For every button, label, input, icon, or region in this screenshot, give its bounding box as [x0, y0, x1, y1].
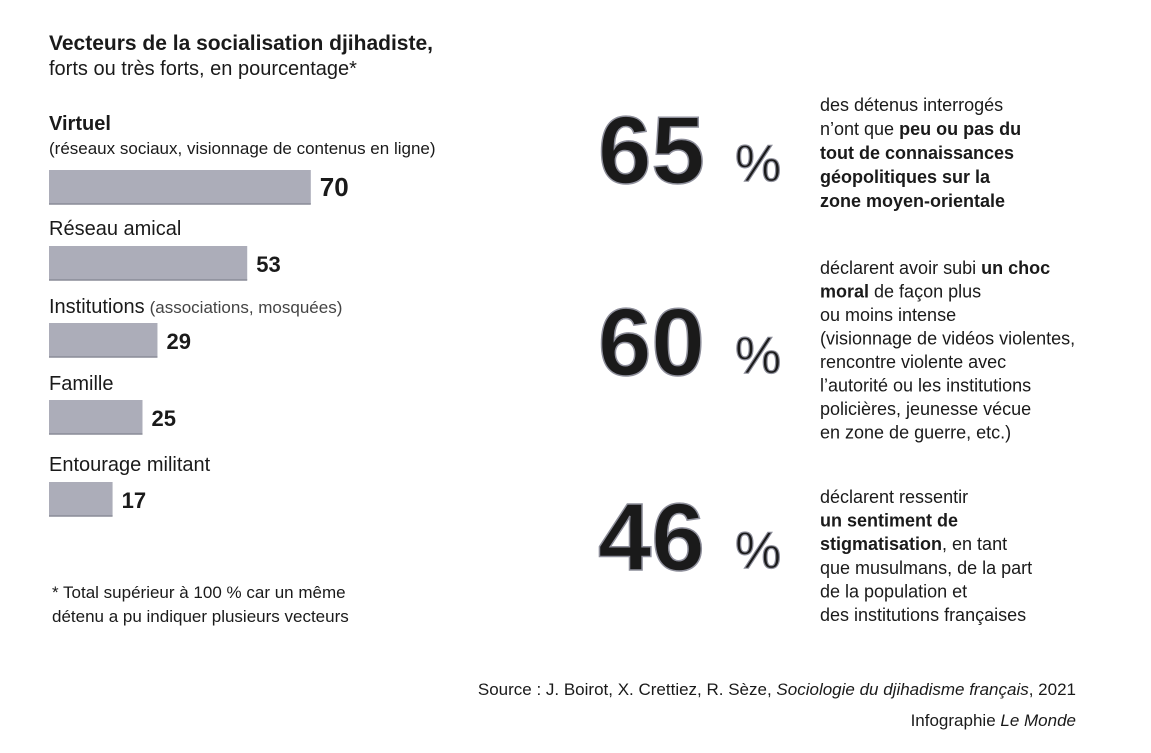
stat-text-segment: géopolitiques sur la	[820, 167, 991, 187]
category-label: Réseau amical	[49, 218, 181, 240]
bar	[49, 323, 158, 357]
stat-text-segment: tout de connaissances	[820, 143, 1014, 163]
stat-unit: %	[735, 135, 781, 193]
category-label: Virtuel	[49, 113, 111, 135]
source: Source : J. Boirot, X. Crettiez, R. Sèze…	[478, 680, 1076, 699]
bar	[49, 482, 113, 516]
stat-text-segment: déclarent ressentir	[820, 487, 968, 507]
stat-text-segment: un sentiment de	[820, 511, 958, 531]
stat-unit: %	[735, 522, 781, 580]
stat-text: l’autorité ou les institutions	[820, 376, 1031, 396]
stat-text-segment: (visionnage de vidéos violentes,	[820, 329, 1075, 349]
value-label: 70	[320, 172, 349, 202]
credit-segment: Le Monde	[1000, 711, 1076, 730]
stat-text: rencontre violente avec	[820, 352, 1006, 372]
category-name: Famille	[49, 373, 113, 395]
stat-text: que musulmans, de la part	[820, 558, 1032, 578]
stat-text: n’ont que peu ou pas du	[820, 119, 1021, 139]
value-label: 25	[152, 406, 176, 431]
category-label: Famille	[49, 373, 113, 395]
stat-text: déclarent avoir subi un choc	[820, 258, 1050, 278]
source-segment: Source : J. Boirot, X. Crettiez, R. Sèze…	[478, 680, 777, 699]
stat-text: des détenus interrogés	[820, 95, 1003, 115]
value-label: 17	[122, 488, 146, 513]
stat-text-segment: peu ou pas du	[899, 119, 1021, 139]
stat-text: un sentiment de	[820, 511, 958, 531]
category-note: (associations, mosquées)	[150, 298, 343, 317]
stat-text-segment: de la population et	[820, 581, 967, 601]
value-label: 53	[256, 252, 280, 277]
stat-text: géopolitiques sur la	[820, 167, 991, 187]
stat-text-segment: en zone de guerre, etc.)	[820, 423, 1011, 443]
stat-text: moral de façon plus	[820, 282, 981, 302]
footnote: détenu a pu indiquer plusieurs vecteurs	[52, 607, 349, 626]
stat-text-segment: un choc	[981, 258, 1050, 278]
credit-segment: Infographie	[911, 711, 1001, 730]
source-segment: Sociologie du djihadisme français	[776, 680, 1029, 699]
stat-figure: 46	[598, 484, 705, 591]
category-name: Réseau amical	[49, 218, 181, 240]
category-note: (réseaux sociaux, visionnage de contenus…	[49, 139, 436, 158]
stat-text: tout de connaissances	[820, 143, 1014, 163]
stat-text: des institutions françaises	[820, 605, 1026, 625]
source-segment: , 2021	[1029, 680, 1076, 699]
footnote: * Total supérieur à 100 % car un même	[52, 583, 346, 602]
stat-text-segment: ou moins intense	[820, 305, 956, 325]
bar	[49, 170, 311, 204]
stat-text-segment: , en tant	[942, 534, 1007, 554]
stat-text-segment: n’ont que	[820, 119, 899, 139]
category-label: Institutions (associations, mosquées)	[49, 296, 342, 318]
stat-figure: 65	[598, 97, 705, 204]
bar	[49, 400, 143, 434]
chart-title: Vecteurs de la socialisation djihadiste,	[49, 32, 433, 55]
stat-figure: 60	[598, 289, 705, 396]
stat-text: policières, jeunesse vécue	[820, 399, 1031, 419]
stat-unit: %	[735, 327, 781, 385]
stat-text-segment: stigmatisation	[820, 534, 942, 554]
stat-text-segment: des détenus interrogés	[820, 95, 1003, 115]
stat-text-segment: rencontre violente avec	[820, 352, 1006, 372]
category-label: Entourage militant	[49, 454, 211, 476]
stat-text: stigmatisation, en tant	[820, 534, 1007, 554]
stat-text: en zone de guerre, etc.)	[820, 423, 1011, 443]
category-name: Virtuel	[49, 113, 111, 135]
stat-text: (visionnage de vidéos violentes,	[820, 329, 1075, 349]
value-label: 29	[166, 329, 190, 354]
category-name: Institutions	[49, 296, 145, 318]
bar	[49, 246, 248, 280]
stat-text-segment: des institutions françaises	[820, 605, 1026, 625]
stat-text: ou moins intense	[820, 305, 956, 325]
stat-text-segment: de façon plus	[869, 282, 981, 302]
stat-text-segment: déclarent avoir subi	[820, 258, 981, 278]
category-name: Entourage militant	[49, 454, 211, 476]
stat-text: de la population et	[820, 581, 967, 601]
chart-subtitle: forts ou très forts, en pourcentage*	[49, 58, 357, 80]
stat-text-segment: que musulmans, de la part	[820, 558, 1032, 578]
stat-text-segment: l’autorité ou les institutions	[820, 376, 1031, 396]
stat-text-segment: moral	[820, 282, 869, 302]
stat-text: zone moyen-orientale	[820, 191, 1005, 211]
stat-text-segment: zone moyen-orientale	[820, 191, 1005, 211]
stat-text-segment: policières, jeunesse vécue	[820, 399, 1031, 419]
credit: Infographie Le Monde	[911, 711, 1076, 730]
stat-text: déclarent ressentir	[820, 487, 968, 507]
